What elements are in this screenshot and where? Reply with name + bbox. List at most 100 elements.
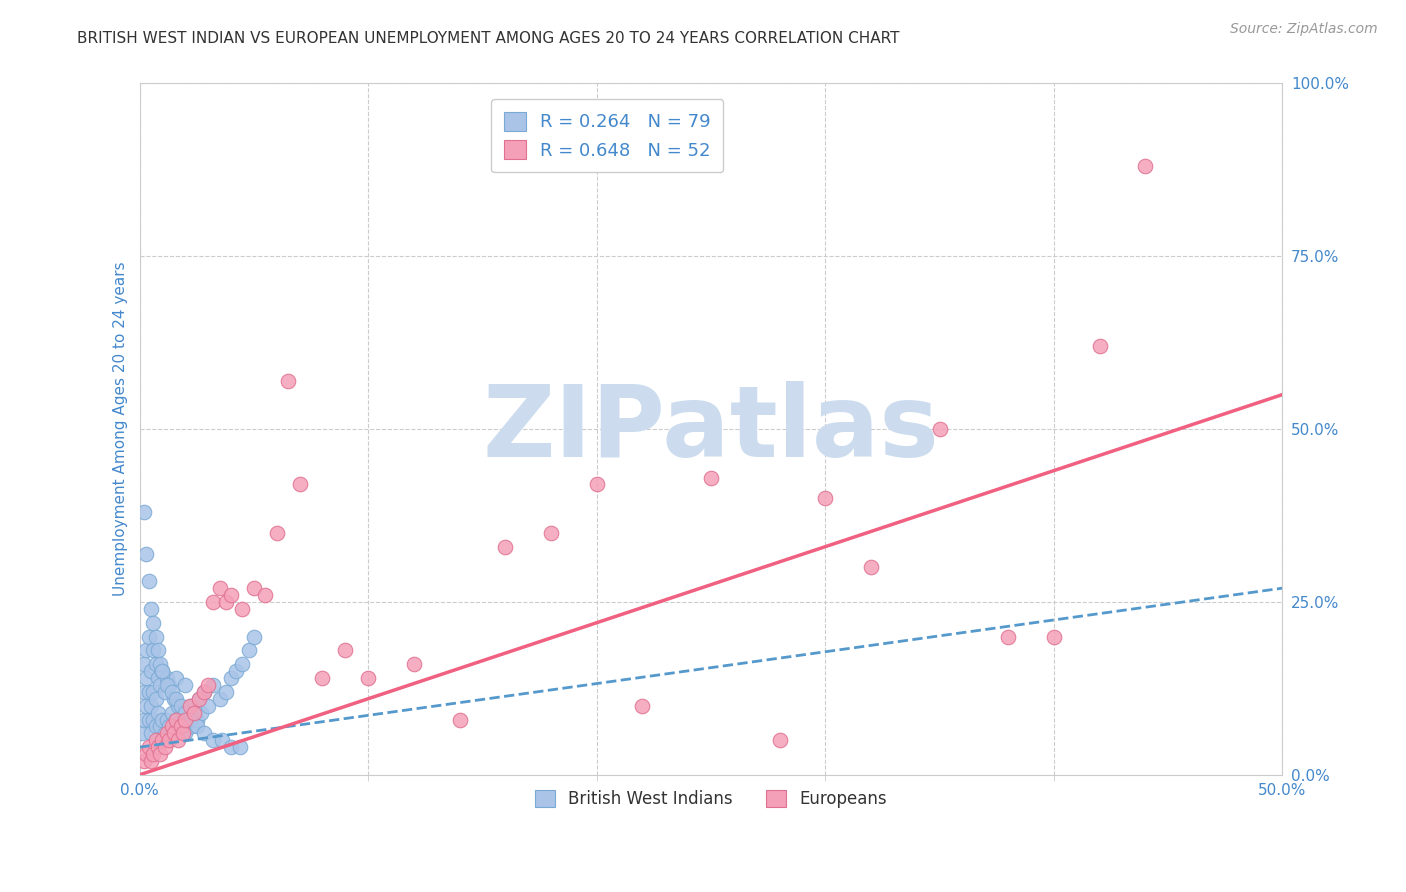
Point bbox=[139, 726, 162, 740]
Point bbox=[163, 691, 186, 706]
Point bbox=[186, 719, 208, 733]
Point bbox=[1043, 630, 1066, 644]
Point bbox=[243, 630, 266, 644]
Point bbox=[132, 713, 155, 727]
Point bbox=[254, 588, 277, 602]
Text: ZIPatlas: ZIPatlas bbox=[482, 381, 939, 477]
Point bbox=[135, 747, 157, 761]
Point bbox=[153, 685, 176, 699]
Point bbox=[146, 671, 169, 685]
Point bbox=[153, 726, 176, 740]
Point bbox=[211, 733, 233, 747]
Point bbox=[165, 671, 187, 685]
Point bbox=[165, 713, 187, 727]
Point bbox=[193, 685, 215, 699]
Point bbox=[176, 713, 198, 727]
Point bbox=[179, 713, 201, 727]
Point bbox=[145, 691, 167, 706]
Point bbox=[197, 678, 219, 692]
Point bbox=[157, 678, 180, 692]
Point bbox=[172, 726, 194, 740]
Point bbox=[156, 678, 179, 692]
Point bbox=[170, 719, 193, 733]
Point bbox=[201, 595, 224, 609]
Point bbox=[172, 706, 194, 720]
Point bbox=[183, 706, 205, 720]
Point bbox=[132, 657, 155, 672]
Point bbox=[135, 547, 157, 561]
Point bbox=[132, 754, 155, 768]
Point bbox=[229, 740, 252, 755]
Point bbox=[1088, 339, 1111, 353]
Point bbox=[132, 685, 155, 699]
Point bbox=[208, 581, 231, 595]
Point bbox=[860, 560, 883, 574]
Point bbox=[138, 740, 160, 755]
Y-axis label: Unemployment Among Ages 20 to 24 years: Unemployment Among Ages 20 to 24 years bbox=[114, 262, 128, 597]
Point bbox=[174, 713, 197, 727]
Point bbox=[238, 643, 260, 657]
Point bbox=[183, 706, 205, 720]
Point bbox=[135, 698, 157, 713]
Point bbox=[179, 698, 201, 713]
Point bbox=[585, 477, 607, 491]
Point bbox=[138, 630, 160, 644]
Point bbox=[494, 540, 516, 554]
Point bbox=[219, 671, 242, 685]
Point bbox=[167, 733, 190, 747]
Point bbox=[231, 602, 253, 616]
Point bbox=[179, 698, 201, 713]
Point bbox=[156, 713, 179, 727]
Point bbox=[142, 643, 165, 657]
Point bbox=[167, 698, 190, 713]
Point bbox=[160, 719, 183, 733]
Point bbox=[165, 713, 187, 727]
Point bbox=[181, 719, 204, 733]
Point bbox=[146, 706, 169, 720]
Text: BRITISH WEST INDIAN VS EUROPEAN UNEMPLOYMENT AMONG AGES 20 TO 24 YEARS CORRELATI: BRITISH WEST INDIAN VS EUROPEAN UNEMPLOY… bbox=[77, 31, 900, 46]
Point bbox=[201, 733, 224, 747]
Point bbox=[145, 733, 167, 747]
Point bbox=[163, 726, 186, 740]
Point bbox=[146, 643, 169, 657]
Point bbox=[170, 719, 193, 733]
Point bbox=[814, 491, 837, 506]
Point bbox=[149, 678, 172, 692]
Point bbox=[197, 698, 219, 713]
Point bbox=[146, 740, 169, 755]
Point bbox=[193, 726, 215, 740]
Point bbox=[135, 643, 157, 657]
Point bbox=[170, 698, 193, 713]
Point bbox=[193, 685, 215, 699]
Point bbox=[215, 685, 238, 699]
Point bbox=[139, 754, 162, 768]
Text: Source: ZipAtlas.com: Source: ZipAtlas.com bbox=[1230, 22, 1378, 37]
Point bbox=[165, 691, 187, 706]
Point bbox=[288, 477, 311, 491]
Point bbox=[139, 698, 162, 713]
Point bbox=[138, 685, 160, 699]
Point bbox=[449, 713, 471, 727]
Point bbox=[142, 685, 165, 699]
Point bbox=[335, 643, 357, 657]
Point bbox=[357, 671, 380, 685]
Point bbox=[700, 470, 723, 484]
Point bbox=[149, 747, 172, 761]
Point bbox=[157, 719, 180, 733]
Point bbox=[215, 595, 238, 609]
Point bbox=[219, 740, 242, 755]
Point bbox=[219, 588, 242, 602]
Point bbox=[150, 733, 173, 747]
Point bbox=[266, 525, 288, 540]
Point bbox=[243, 581, 266, 595]
Point bbox=[138, 713, 160, 727]
Point bbox=[311, 671, 333, 685]
Point bbox=[208, 691, 231, 706]
Point bbox=[142, 747, 165, 761]
Point bbox=[153, 740, 176, 755]
Point bbox=[138, 574, 160, 589]
Point bbox=[1135, 160, 1157, 174]
Point bbox=[160, 685, 183, 699]
Point bbox=[174, 706, 197, 720]
Point bbox=[160, 706, 183, 720]
